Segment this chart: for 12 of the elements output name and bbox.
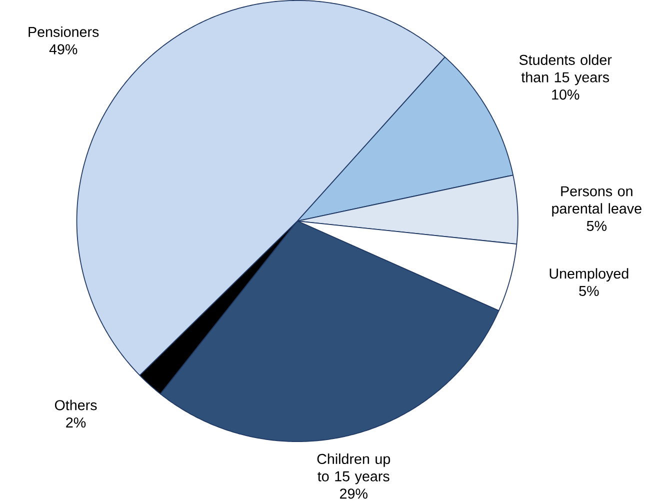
slice-label: Others	[54, 400, 97, 410]
slice-label: Pensioners	[28, 26, 99, 38]
data-label: 29%	[340, 488, 368, 499]
data-label: 49%	[49, 44, 78, 54]
slice-label: Children up to 15 years	[317, 454, 390, 484]
data-label: 2%	[66, 418, 86, 428]
slice-label: Persons on parental leave	[552, 186, 642, 217]
data-label: 5%	[579, 286, 599, 296]
slice-label: Students older than 15 years	[519, 54, 612, 86]
data-label: 10%	[552, 90, 580, 100]
data-label: 5%	[586, 221, 606, 232]
slice-label: Unemployed	[550, 268, 628, 282]
